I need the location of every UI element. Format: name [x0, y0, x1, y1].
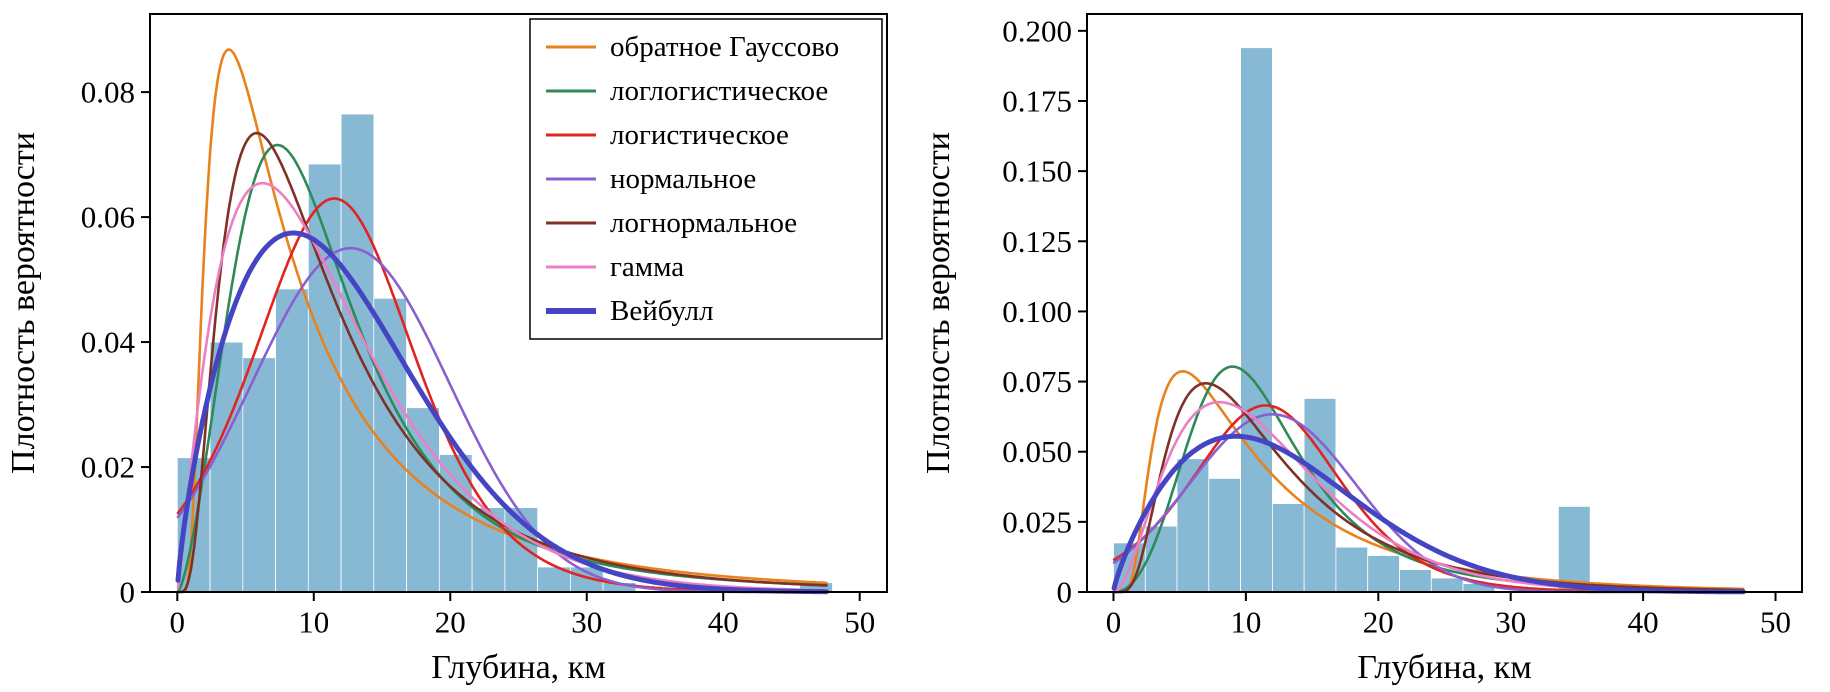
legend-label: гамма — [610, 251, 684, 283]
histogram-bar — [275, 288, 309, 593]
histogram-bar — [1240, 47, 1273, 593]
x-tick-label: 50 — [844, 604, 875, 639]
y-tick-label: 0.08 — [81, 75, 135, 110]
x-tick-label: 20 — [1363, 604, 1394, 639]
curve-invgauss — [176, 48, 828, 594]
legend-label: Вейбулл — [610, 295, 714, 327]
y-tick-label: 0.150 — [1002, 154, 1072, 189]
y-tick-label: 0.125 — [1002, 224, 1072, 259]
right-chart: 0 10 20 30 40 50 0 0.025 0.050 0.075 0.100 0.125 0.1… — [920, 13, 1803, 686]
y-tick-label: 0.175 — [1002, 83, 1072, 118]
x-tick-label: 0 — [170, 604, 186, 639]
legend-label: логлогистическое — [610, 75, 828, 107]
y-axis-label: Плотность вероятности — [5, 132, 42, 474]
histogram — [1113, 47, 1591, 593]
x-axis-label: Глубина, км — [431, 649, 605, 686]
x-tick-label: 10 — [298, 604, 329, 639]
x-tick-label: 10 — [1230, 604, 1261, 639]
y-tick-label: 0.200 — [1002, 13, 1072, 48]
histogram-bar — [1558, 505, 1591, 593]
histogram-bar — [1271, 503, 1305, 593]
histogram-bar — [1430, 577, 1464, 593]
y-tick-label: 0.04 — [81, 325, 136, 360]
histogram-bar — [209, 341, 244, 593]
left-chart-panel: 0 10 20 30 40 50 0 0.02 0.04 0.06 0.08 Глубина, км П… — [5, 13, 888, 686]
x-tick-label: 0 — [1106, 604, 1122, 639]
x-tick-label: 30 — [1495, 604, 1526, 639]
plot-frame — [1086, 13, 1803, 593]
legend-label: логистическое — [610, 119, 789, 151]
histogram-bar — [1335, 546, 1369, 593]
right-chart-panel: 0 10 20 30 40 50 0 0.025 0.050 0.075 0.100 0.125 0.1… — [915, 0, 1830, 692]
legend-label: логнормальное — [610, 207, 797, 239]
histogram-bar — [1399, 569, 1432, 593]
y-tick-label: 0 — [1057, 575, 1073, 610]
x-tick-label: 30 — [571, 604, 602, 639]
histogram-bar — [1208, 477, 1241, 593]
y-tick-label: 0.050 — [1002, 434, 1072, 469]
histogram-bar — [1144, 525, 1178, 593]
y-axis-label: Плотность вероятности — [920, 132, 957, 474]
x-tick-label: 40 — [708, 604, 739, 639]
y-tick-label: 0.075 — [1002, 364, 1072, 399]
legend-label: нормальное — [610, 163, 756, 195]
y-tick-label: 0.02 — [81, 450, 135, 485]
legend-label: обратное Гауссово — [610, 31, 839, 63]
y-tick-label: 0.100 — [1002, 294, 1072, 329]
x-axis-label: Глубина, км — [1357, 649, 1531, 686]
curve-lognormal — [176, 131, 828, 594]
histogram — [176, 113, 833, 593]
y-tick-label: 0.025 — [1002, 504, 1072, 539]
histogram-bar — [1367, 555, 1400, 593]
x-tick-label: 50 — [1760, 604, 1791, 639]
x-tick-label: 40 — [1628, 604, 1659, 639]
curve-weibull — [1111, 433, 1746, 595]
left-chart: 0 10 20 30 40 50 0 0.02 0.04 0.06 0.08 Глубина, км П… — [5, 13, 888, 686]
plot-frame — [149, 13, 888, 593]
x-tick-label: 20 — [435, 604, 466, 639]
curve-weibull — [175, 230, 829, 595]
curve-gamma — [176, 181, 828, 592]
y-tick-label: 0 — [120, 575, 136, 610]
histogram-bar — [242, 357, 277, 593]
y-tick-label: 0.06 — [81, 200, 135, 235]
